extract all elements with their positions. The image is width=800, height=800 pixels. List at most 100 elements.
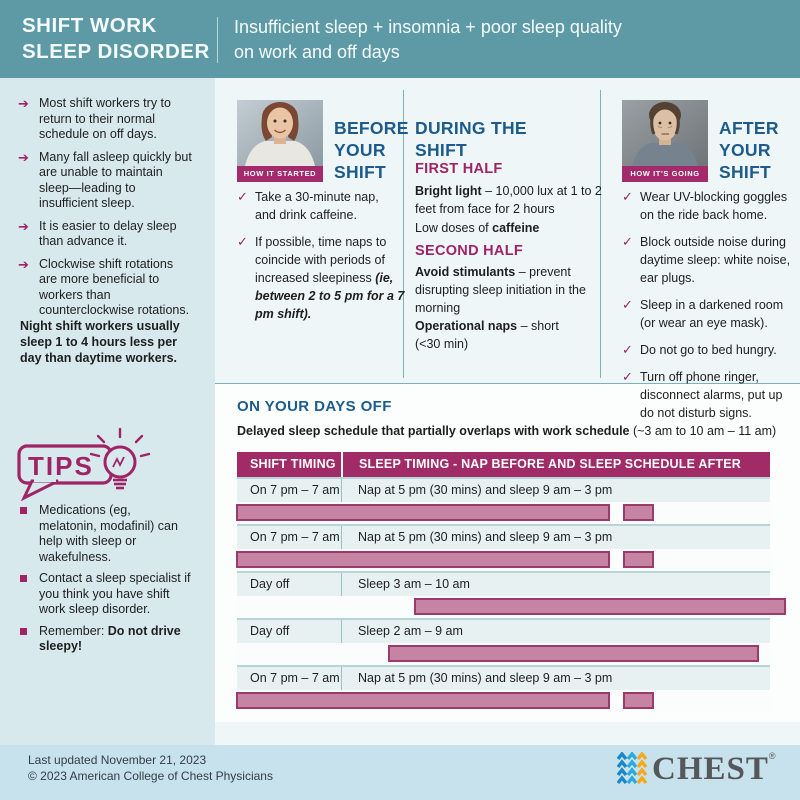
table-row: On 7 pm – 7 am Nap at 5 pm (30 mins) and…	[236, 665, 770, 712]
chest-logo-icon	[617, 751, 648, 784]
timeline-bar	[236, 551, 610, 568]
page-subtitle-line1: Insufficient sleep + insomnia + poor sle…	[234, 17, 622, 37]
during-paragraph: Avoid stimulants – prevent disrupting sl…	[415, 265, 586, 315]
column-separator	[403, 90, 404, 378]
row-sleep: Sleep 3 am – 10 am	[341, 573, 770, 596]
check-text: Turn off phone ringer, disconnect alarms…	[640, 370, 783, 420]
list-item: ✓ If possible, time naps to coincide wit…	[237, 233, 405, 323]
list-item: ✓ Block outside noise during daytime sle…	[622, 233, 797, 287]
timeline-bar	[623, 551, 654, 568]
timeline-bar	[388, 645, 759, 662]
list-item: Contact a sleep specialist if you think …	[20, 571, 195, 618]
header-band: SHIFT WORK SLEEP DISORDER Insufficient s…	[0, 0, 800, 78]
row-sleep: Nap at 5 pm (30 mins) and sleep 9 am – 3…	[341, 667, 770, 690]
sidebar: ➔ Most shift workers try to return to th…	[0, 78, 215, 745]
list-item: Medications (eg, melatonin, modafinil) c…	[20, 503, 195, 565]
timeline-bar	[623, 504, 654, 521]
check-icon: ✓	[622, 369, 633, 384]
second-half-label: SECOND HALF	[415, 243, 524, 259]
column-header-shift-timing: SHIFT TIMING	[250, 457, 336, 471]
chest-wordmark: CHEST	[652, 751, 769, 787]
square-bullet-icon	[20, 503, 39, 565]
timeline-bar	[623, 692, 654, 709]
footer-text: Last updated November 21, 2023 © 2023 Am…	[28, 753, 273, 784]
arrow-icon: ➔	[18, 96, 29, 111]
during-shift-heading: DURING THE SHIFT	[415, 118, 527, 160]
table-row: Day off Sleep 3 am – 10 am	[237, 571, 786, 618]
portrait-woman-tired	[622, 100, 708, 166]
check-text: Do not go to bed hungry.	[640, 343, 777, 357]
during-paragraph: Operational naps – short (<30 min)	[415, 319, 559, 351]
list-item: ✓ Sleep in a darkened room (or wear an e…	[622, 296, 797, 332]
row-bars	[237, 596, 786, 618]
check-text: Sleep in a darkened room (or wear an eye…	[640, 298, 784, 330]
list-item: ✓ Turn off phone ringer, disconnect alar…	[622, 368, 797, 422]
page-subtitle: Insufficient sleep + insomnia + poor sle…	[234, 15, 622, 65]
photo-before-shift: HOW IT STARTED	[237, 100, 323, 182]
check-text: If possible, time naps to coincide with …	[255, 235, 405, 321]
check-text: Block outside noise during daytime sleep…	[640, 235, 791, 285]
check-text: Wear UV-blocking goggles on the ride bac…	[640, 190, 788, 222]
table-header-row: SHIFT TIMING SLEEP TIMING - NAP BEFORE A…	[237, 452, 770, 477]
row-shift: On 7 pm – 7 am	[250, 483, 340, 497]
photo-after-shift: HOW IT'S GOING	[622, 100, 708, 182]
photo-caption: HOW IT STARTED	[237, 166, 323, 182]
square-bullet-icon	[20, 624, 39, 655]
arrow-icon: ➔	[18, 218, 29, 234]
list-item: ➔ It is easier to delay sleep than advan…	[18, 219, 198, 250]
column-separator	[600, 90, 601, 378]
sleep-schedule-table: SHIFT TIMING SLEEP TIMING - NAP BEFORE A…	[236, 452, 786, 712]
row-sleep: Nap at 5 pm (30 mins) and sleep 9 am – 3…	[341, 526, 770, 549]
check-icon: ✓	[237, 234, 248, 249]
during-paragraph: Low doses of caffeine	[415, 221, 540, 235]
timeline-bar	[236, 504, 610, 521]
page-title: SHIFT WORK SLEEP DISORDER	[22, 13, 210, 65]
copyright: © 2023 American College of Chest Physici…	[28, 768, 273, 783]
days-off-title: ON YOUR DAYS OFF	[237, 398, 392, 415]
days-off-subtitle: Delayed sleep schedule that partially ov…	[237, 424, 777, 438]
row-shift: Day off	[250, 577, 290, 591]
before-shift-list: ✓ Take a 30-minute nap, and drink caffei…	[237, 188, 405, 332]
bullet-text: It is easier to delay sleep than advance…	[39, 218, 177, 249]
last-updated: Last updated November 21, 2023	[28, 753, 207, 767]
list-item: ➔ Many fall asleep quickly but are unabl…	[18, 150, 198, 212]
bullet-text: Most shift workers try to return to thei…	[39, 96, 171, 141]
tips-label: TIPS	[28, 451, 94, 481]
sidebar-bullet-list: ➔ Most shift workers try to return to th…	[18, 96, 198, 326]
page-subtitle-line2: on work and off days	[234, 42, 400, 62]
list-item: ✓ Wear UV-blocking goggles on the ride b…	[622, 188, 797, 224]
list-item: ✓ Take a 30-minute nap, and drink caffei…	[237, 188, 405, 224]
tip-text: Contact a sleep specialist if you think …	[39, 571, 191, 616]
timeline-bar	[236, 692, 610, 709]
table-body: On 7 pm – 7 am Nap at 5 pm (30 mins) and…	[236, 477, 786, 712]
check-text: Take a 30-minute nap, and drink caffeine…	[255, 190, 379, 222]
column-header-sleep-timing: SLEEP TIMING - NAP BEFORE AND SLEEP SCHE…	[341, 452, 770, 477]
list-item: Remember: Do not drive sleepy!	[20, 624, 195, 655]
row-bars	[237, 643, 770, 665]
square-bullet-icon	[20, 571, 39, 618]
check-icon: ✓	[622, 342, 633, 357]
list-item: ➔ Clockwise shift rotations are more ben…	[18, 257, 198, 319]
row-bars	[236, 502, 770, 524]
tip-text: Medications (eg, melatonin, modafinil) c…	[39, 503, 178, 564]
check-icon: ✓	[622, 234, 633, 249]
photo-caption: HOW IT'S GOING	[622, 166, 708, 182]
chest-logo: CHEST ®	[617, 751, 776, 788]
row-shift: Day off	[250, 624, 290, 638]
table-row: Day off Sleep 2 am – 9 am	[237, 618, 770, 665]
tips-list: Medications (eg, melatonin, modafinil) c…	[20, 503, 195, 661]
after-shift-heading: AFTER YOUR SHIFT	[719, 118, 779, 182]
row-sleep: Sleep 2 am – 9 am	[341, 620, 770, 643]
bullet-text: Many fall asleep quickly but are unable …	[39, 149, 192, 211]
tip-text: Remember: Do not drive sleepy!	[39, 623, 181, 654]
check-icon: ✓	[622, 297, 633, 312]
during-paragraph: Bright light – 10,000 lux at 1 to 2 feet…	[415, 184, 602, 216]
first-half-label: FIRST HALF	[415, 161, 503, 177]
row-sleep: Nap at 5 pm (30 mins) and sleep 9 am – 3…	[341, 479, 770, 502]
row-bars	[236, 549, 770, 571]
before-shift-heading: BEFORE YOUR SHIFT	[334, 118, 409, 182]
tips-bubble: TIPS	[16, 426, 156, 507]
section-separator	[215, 383, 800, 384]
row-bars	[236, 690, 770, 712]
